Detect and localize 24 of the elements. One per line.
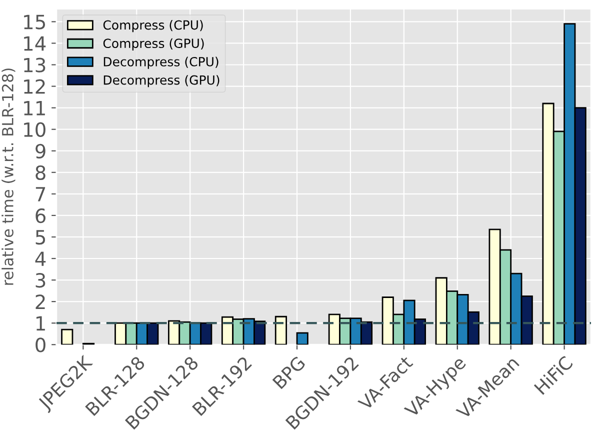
y-tick-label: 12 <box>24 79 45 94</box>
y-tick-label: 15 <box>24 14 46 30</box>
y-tick-label: 13 <box>24 58 46 72</box>
y-tick-label: 14 <box>24 36 46 51</box>
y-tick-label: 5 <box>36 230 46 245</box>
y-tick-label: 6 <box>36 208 46 224</box>
y-tick-label: 0 <box>36 338 46 352</box>
legend-label: Compress (GPU) <box>103 38 204 50</box>
y-tick-label: 2 <box>36 294 45 309</box>
y-tick-label: 3 <box>36 272 46 288</box>
y-tick-label: 10 <box>24 122 46 137</box>
y-axis-title: relative time (w.r.t. BLR-128) <box>2 68 16 285</box>
bar <box>274 316 288 345</box>
y-tick-label: 4 <box>35 252 46 266</box>
legend-label: Compress (CPU) <box>103 20 203 32</box>
legend-label: Decompress (CPU) <box>104 56 218 69</box>
y-tick-label: 8 <box>36 165 46 180</box>
y-tick-label: 7 <box>36 187 46 202</box>
bar <box>296 332 308 345</box>
bar <box>61 328 74 345</box>
y-tick-label: 11 <box>24 101 45 116</box>
y-tick-label: 1 <box>36 316 45 330</box>
legend-label: Decompress (GPU) <box>104 75 220 88</box>
y-tick-label: 9 <box>36 144 46 159</box>
